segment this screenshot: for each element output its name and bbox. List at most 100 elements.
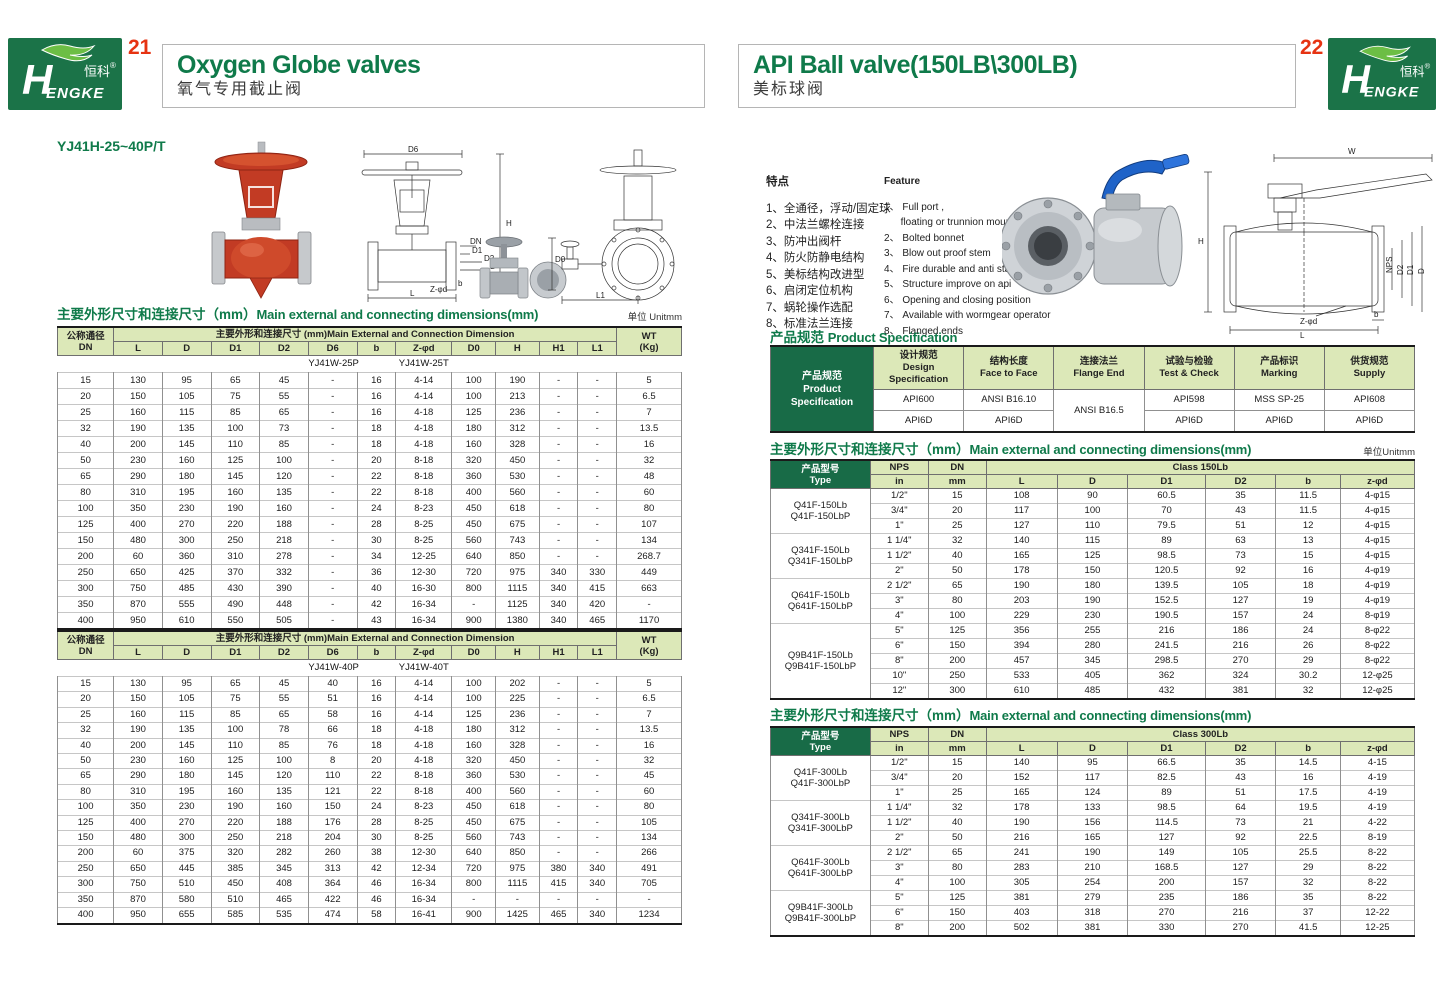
table-cell: 13 <box>1275 533 1341 549</box>
table-cell: 133 <box>1056 800 1129 816</box>
table-cell: 270 <box>161 516 212 533</box>
table-cell: 8-23 <box>395 799 453 816</box>
table-cell: 490 <box>210 596 261 613</box>
table-cell: 216 <box>1204 638 1277 654</box>
table-cell: 66 <box>307 722 358 739</box>
dim-label: W <box>1348 147 1356 156</box>
table-cell: 20 <box>356 452 397 469</box>
table-cell: - <box>577 548 618 565</box>
dim-label: D <box>1417 268 1426 274</box>
table-row: 8" 200 457 345 298.5 270 29 8-φ22 <box>771 653 1416 669</box>
table-row: Q9B41F-300Lb Q9B41F-300LbP 5" 125 381 279 235 1… <box>770 890 1416 936</box>
col-header: D1 <box>210 645 261 660</box>
table-cell: 485 <box>161 580 212 597</box>
col-header: D <box>1056 741 1129 756</box>
table-cell: - <box>538 799 579 816</box>
table-cell: 4-φ15 <box>1339 503 1416 519</box>
table-cell: 110 <box>307 768 358 785</box>
table-cell: 5 <box>616 675 682 692</box>
table-cell: 800 <box>451 876 497 893</box>
table-row: 65 290 180 145 120 110 22 8-18 360 530- -45 <box>56 768 682 785</box>
table-cell: 330 <box>577 564 618 581</box>
type-label: Q641F-150Lb Q641F-150LbP <box>770 578 871 624</box>
table-cell: 16 <box>356 706 397 723</box>
table-cell: 16-30 <box>395 580 453 597</box>
table-cell: 12-25 <box>395 548 453 565</box>
table-cell: 465 <box>259 891 309 908</box>
table-row: 1 1/2" 40 165 125 98.5 73 15 4-φ15 <box>771 548 1416 564</box>
table-cell: 90 <box>1056 488 1129 504</box>
table-cell: 16 <box>356 691 397 708</box>
table-row: Q341F-150Lb Q341F-150LbP 1 1/4" 32 140 115 89 6… <box>770 533 1416 579</box>
table-row: 350 870 580 510 465 422 46 16-34- - - - - <box>56 891 682 908</box>
spec-value: API600 <box>873 389 965 411</box>
table-row: 4" 100 229 230 190.5 157 24 8-φ19 <box>771 608 1416 624</box>
list-item: 1、 Full port , <box>884 201 945 213</box>
table-cell: 120 <box>259 468 309 485</box>
type-label: Q341F-150Lb Q341F-150LbP <box>770 533 871 579</box>
table-row: 2" 50 216 165 127 92 22.5 8-19 <box>771 830 1416 846</box>
col-header-nps: NPS <box>869 459 929 475</box>
table-cell: 32 <box>927 533 987 549</box>
features-zh: 特点 1、全通径，浮动/固定球 2、中法兰螺栓连接 3、防冲出阀杆 4、防火防静电结构… <box>766 174 891 333</box>
col-header-span: 主要外形和连接尺寸 (mm)Main External and Connecti… <box>113 326 618 342</box>
table-cell: 975 <box>495 564 540 581</box>
table-cell: 6.5 <box>616 691 682 708</box>
table-cell: 279 <box>1056 890 1129 906</box>
table-cell: 300 <box>56 876 115 893</box>
table-cell: - <box>538 452 579 469</box>
col-header: L <box>985 474 1058 489</box>
dim300-table: 产品型号 Type NPS DN Class 300Lb in mm L D D1… <box>770 726 1416 937</box>
table-cell: 85 <box>259 436 309 453</box>
table-cell: 268.7 <box>616 548 682 565</box>
table-cell: - <box>577 691 618 708</box>
table-row: 125 400 270 220 188 176 28 8-25 450 675- -105 <box>56 814 682 831</box>
table-cell: 300 <box>161 830 212 846</box>
table-cell: 241.5 <box>1127 638 1206 654</box>
table-cell: 135 <box>259 484 309 501</box>
table-cell: 1 1/4" <box>869 533 929 549</box>
table-cell: 150 <box>307 799 358 816</box>
table-cell: 46 <box>356 876 397 893</box>
list-item: 8、 Flanged ends <box>884 325 963 337</box>
table-cell: 640 <box>451 548 497 565</box>
table-cell: 65 <box>259 706 309 723</box>
table-cell: 743 <box>495 532 540 549</box>
table-cell: 533 <box>985 668 1058 684</box>
table-cell: 190 <box>985 815 1058 831</box>
table-cell: 48 <box>616 468 682 485</box>
table-cell: 130 <box>113 372 163 389</box>
table-cell: - <box>538 722 579 739</box>
table-cell: - <box>577 372 618 389</box>
unit-label: 单位Unitmm <box>1363 447 1415 458</box>
table-cell: 32 <box>616 452 682 469</box>
table-cell: 204 <box>307 830 358 846</box>
table-cell: - <box>495 891 540 908</box>
type-label: Q41F-150Lb Q41F-150LbP <box>770 488 871 534</box>
table-cell: 190 <box>495 372 540 389</box>
table-cell: 4-18 <box>395 737 453 754</box>
table-cell: 394 <box>985 638 1058 654</box>
logo-engke: ENGKE <box>1364 85 1419 101</box>
table-cell: - <box>577 891 618 908</box>
table-cell: 210 <box>1056 860 1129 876</box>
table-cell: 415 <box>577 580 618 597</box>
features-zh-list: 1、全通径，浮动/固定球 2、中法兰螺栓连接 3、防冲出阀杆 4、防火防静电结构 5、美… <box>766 201 891 333</box>
table-cell: 4" <box>869 608 929 624</box>
table-cell: 16-41 <box>395 907 453 924</box>
list-item: 7、 Available with wormgear operator <box>884 310 1051 321</box>
table-cell: 13.5 <box>616 722 682 739</box>
table-row: 40 200 145 110 85 76 18 4-18 160 328- -16 <box>56 737 682 754</box>
table-cell: 430 <box>210 580 261 597</box>
table-cell: 135 <box>161 420 212 437</box>
table-cell: 485 <box>1056 683 1129 699</box>
table-cell: 16 <box>356 388 397 405</box>
table-cell: 100 <box>210 420 261 437</box>
table-cell: 115 <box>1056 533 1129 549</box>
col-header: D2 <box>259 645 309 660</box>
table-cell: 32 <box>927 800 987 816</box>
table-row: 3/4" 20 152 117 82.5 43 16 4-19 <box>771 770 1416 786</box>
table-cell: 1170 <box>616 612 682 629</box>
table-cell: 105 <box>1204 578 1277 594</box>
col-header: H <box>495 645 540 660</box>
